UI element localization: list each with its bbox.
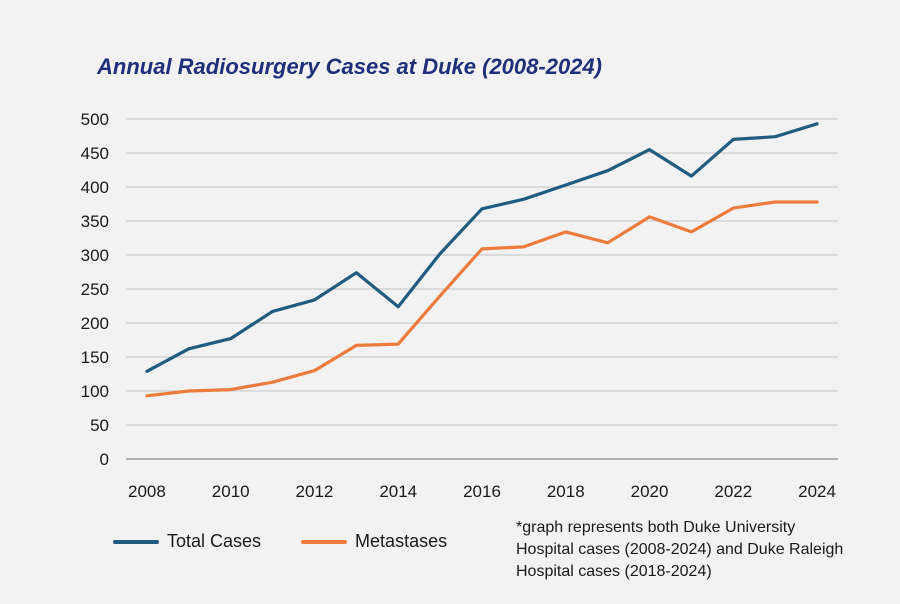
series-line-metastases (145, 200, 819, 398)
x-tick-label-2010: 2010 (212, 482, 250, 501)
y-tick-label-500: 500 (81, 110, 109, 129)
x-tick-label-2014: 2014 (379, 482, 417, 501)
y-tick-label-50: 50 (90, 416, 109, 435)
y-tick-label-450: 450 (81, 144, 109, 163)
x-tick-label-2016: 2016 (463, 482, 501, 501)
y-tick-label-150: 150 (81, 348, 109, 367)
legend-item-metastases: Metastases (301, 531, 447, 552)
y-tick-label-400: 400 (81, 178, 109, 197)
x-tick-label-2022: 2022 (714, 482, 752, 501)
y-tick-label-300: 300 (81, 246, 109, 265)
series-line-total-cases (145, 122, 819, 373)
y-tick-label-200: 200 (81, 314, 109, 333)
chart-title: Annual Radiosurgery Cases at Duke (2008-… (97, 54, 602, 79)
x-tick-label-2024: 2024 (798, 482, 836, 501)
x-tick-label-2020: 2020 (631, 482, 669, 501)
y-tick-label-350: 350 (81, 212, 109, 231)
x-tick-label-2012: 2012 (296, 482, 334, 501)
x-tick-label-2018: 2018 (547, 482, 585, 501)
legend-swatch-metastases (301, 539, 348, 544)
legend-label-total-cases: Total Cases (167, 531, 262, 551)
legend-item-total-cases: Total Cases (113, 531, 261, 552)
x-tick-label-2008: 2008 (128, 482, 166, 501)
legend-swatch-total-cases (113, 539, 159, 544)
y-tick-label-0: 0 (100, 450, 109, 469)
y-tick-label-250: 250 (81, 280, 109, 299)
y-tick-label-100: 100 (81, 382, 109, 401)
legend-label-metastases: Metastases (355, 531, 448, 551)
chart-legend: Total Cases Metastases (113, 531, 487, 552)
chart-footnote: *graph represents both Duke University H… (516, 519, 844, 580)
